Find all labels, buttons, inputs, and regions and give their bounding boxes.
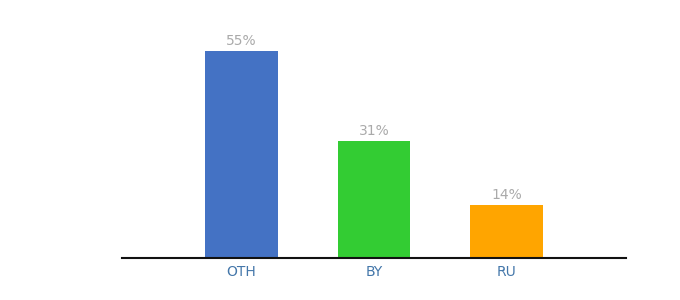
Text: 14%: 14% (491, 188, 522, 202)
Bar (470, 205, 543, 258)
Bar (205, 51, 278, 258)
Text: 31%: 31% (358, 124, 390, 138)
Bar (337, 141, 411, 258)
Text: 55%: 55% (226, 34, 257, 48)
